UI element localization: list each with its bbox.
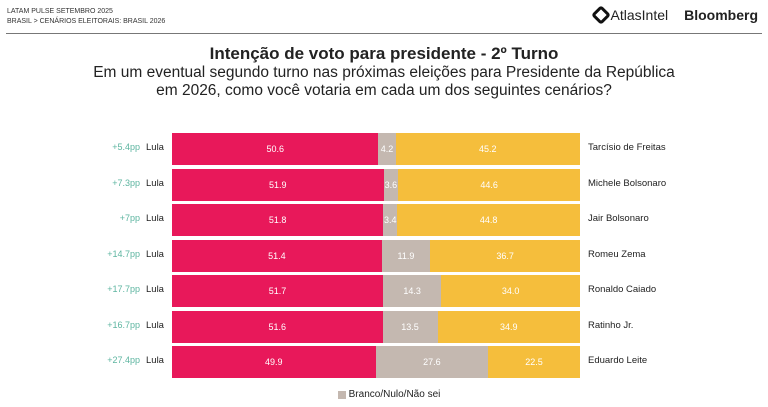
bar-blank: 13.5 (382, 310, 438, 343)
chart-row: +16.7pp Lula 51.6 13.5 34.9 Ratinho Jr. (0, 310, 768, 343)
chart-row: +5.4pp Lula 50.6 4.2 45.2 Tarcísio de Freitas (0, 133, 768, 165)
atlasintel-logo: AtlasIntel (590, 5, 669, 25)
subtitle-text: Em um eventual segundo turno nas próxima… (93, 64, 675, 99)
candidate-right: Tarcísio de Freitas (588, 142, 666, 153)
bar-blank: 4.2 (378, 133, 396, 165)
bar-opponent: 36.7 (430, 239, 580, 272)
bar-opponent: 34.0 (441, 275, 580, 307)
bar-lula: 51.8 (172, 204, 384, 236)
chart-row: +14.7pp Lula 51.4 11.9 36.7 Romeu Zema (0, 239, 768, 272)
bar-opponent: 34.9 (437, 310, 580, 343)
candidate-right: Ratinho Jr. (588, 319, 634, 331)
bar-lula: 49.9 (172, 346, 376, 378)
chart-row: +27.4pp Lula 49.9 27.6 22.5 Eduardo Leite (0, 346, 768, 378)
breadcrumb: BRASIL > CENÁRIOS ELEITORAIS: BRASIL 202… (7, 18, 166, 25)
stacked-bar: 49.9 27.6 22.5 (172, 346, 580, 378)
candidate-right: Ronaldo Caiado (588, 284, 657, 295)
candidate-left: Lula (146, 213, 164, 224)
lead-margin: +17.7pp (107, 284, 140, 294)
bar-blank: 3.6 (383, 168, 399, 201)
bar-lula: 50.6 (172, 133, 379, 165)
lead-margin: +16.7pp (107, 319, 140, 330)
legend-swatch-blank (337, 390, 346, 399)
bar-opponent: 22.5 (488, 346, 580, 378)
candidate-left: Lula (146, 319, 164, 331)
bar-lula: 51.7 (172, 275, 383, 307)
bar-blank: 3.4 (383, 204, 398, 236)
chart-row: +7.3pp Lula 51.9 3.6 44.6 Michele Bolsonaro (0, 168, 768, 201)
chart-subtitle: Em um eventual segundo turno nas próxima… (0, 64, 768, 100)
bar-lula: 51.6 (172, 310, 383, 343)
bar-opponent: 44.6 (398, 168, 580, 201)
atlasintel-diamond-icon (590, 5, 611, 25)
bloomberg-logo: Bloomberg (684, 7, 758, 23)
stacked-bar: 51.7 14.3 34.0 (172, 275, 580, 307)
lead-margin: +14.7pp (107, 248, 140, 259)
legend-label: Branco/Nulo/Não sei (348, 389, 441, 400)
bar-blank: 14.3 (382, 275, 442, 307)
stacked-bar: 51.4 11.9 36.7 (172, 239, 580, 272)
candidate-right: Romeu Zema (588, 248, 646, 260)
lead-margin: +7pp (119, 213, 140, 223)
report-name: LATAM PULSE SETEMBRO 2025 (7, 8, 113, 15)
atlasintel-text: AtlasIntel (610, 7, 669, 23)
bar-blank: 11.9 (381, 239, 431, 272)
candidate-right: Eduardo Leite (588, 355, 648, 366)
bar-lula: 51.9 (172, 168, 384, 201)
candidate-left: Lula (146, 355, 164, 366)
chart-row: +7pp Lula 51.8 3.4 44.8 Jair Bolsonaro (0, 204, 768, 236)
lead-margin: +27.4pp (107, 355, 140, 365)
legend: Branco/Nulo/Não sei (0, 389, 768, 400)
stacked-bar: 50.6 4.2 45.2 (172, 133, 580, 165)
candidate-right: Jair Bolsonaro (588, 213, 649, 224)
bar-lula: 51.4 (172, 239, 382, 272)
candidate-left: Lula (146, 142, 164, 153)
candidate-right: Michele Bolsonaro (588, 177, 667, 189)
candidate-left: Lula (146, 248, 164, 260)
chart-row: +17.7pp Lula 51.7 14.3 34.0 Ronaldo Caiado (0, 275, 768, 307)
candidate-left: Lula (146, 284, 164, 295)
lead-margin: +5.4pp (112, 142, 140, 152)
stacked-bar: 51.9 3.6 44.6 (172, 168, 580, 201)
stacked-bar: 51.6 13.5 34.9 (172, 310, 580, 343)
header-divider (6, 33, 762, 34)
candidate-left: Lula (146, 177, 164, 189)
bar-opponent: 45.2 (395, 133, 580, 165)
bar-opponent: 44.8 (397, 204, 580, 236)
stacked-bar: 51.8 3.4 44.8 (172, 204, 580, 236)
chart-title: Intenção de voto para presidente - 2º Tu… (209, 44, 559, 63)
bar-blank: 27.6 (375, 346, 489, 378)
lead-margin: +7.3pp (112, 177, 140, 188)
logos: AtlasIntel Bloomberg (590, 5, 758, 25)
